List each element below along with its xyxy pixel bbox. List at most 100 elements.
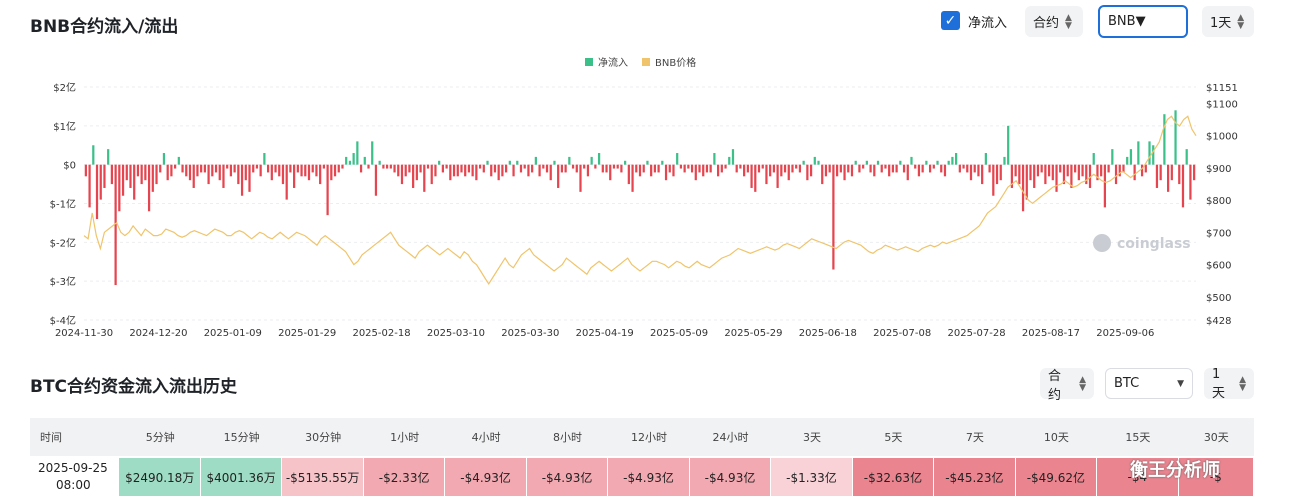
bar (211, 164, 214, 177)
bar (627, 164, 630, 185)
bar (642, 164, 645, 173)
bar (795, 164, 798, 169)
bar (865, 160, 868, 165)
coin-select[interactable]: BNB ▼ (1098, 5, 1188, 38)
bar (434, 164, 437, 177)
table-header-cell: 4小时 (471, 431, 501, 444)
bar (832, 164, 835, 270)
bar (984, 153, 987, 165)
x-tick-label: 2024-11-30 (55, 328, 113, 339)
table-header-cell: 15分钟 (223, 431, 260, 444)
history-interval-select[interactable]: 1天 ▲ ▼ (1204, 367, 1254, 401)
row-time-cell: 2025-09-25 08:00 (30, 458, 120, 496)
y-axis-left: $2亿 $1亿 $0 $-1亿 $-2亿 $-3亿 $-4亿 (50, 81, 76, 327)
bar (519, 164, 523, 173)
bar (300, 164, 303, 177)
bar (1122, 164, 1125, 173)
chart-grid (84, 86, 1196, 321)
bar (531, 164, 534, 173)
x-axis: 2024-11-30 2024-12-20 2025-01-09 2025-01-29… (55, 328, 1154, 339)
bar (571, 164, 575, 169)
bar (523, 164, 526, 169)
bar (460, 164, 463, 173)
bar (281, 164, 285, 185)
bar (772, 164, 776, 173)
bar (200, 164, 203, 173)
bar (99, 164, 102, 200)
bar (438, 160, 441, 165)
y-left-tick-label: $0 (63, 161, 76, 172)
bar (1144, 164, 1147, 173)
bar (389, 164, 392, 169)
y-left-tick-label: $-2亿 (50, 236, 76, 249)
bar (765, 164, 768, 185)
bar (337, 164, 340, 173)
bar (385, 164, 389, 169)
bar (1040, 164, 1043, 173)
legend-label-price: BNB价格 (655, 56, 696, 69)
bar (698, 164, 701, 173)
bar (1189, 164, 1192, 200)
bar (278, 164, 281, 177)
bar (757, 164, 761, 173)
bar (319, 164, 322, 185)
bar (174, 164, 177, 169)
bar (635, 164, 638, 173)
updown-icon: ▲ ▼ (1239, 374, 1246, 393)
bar (311, 164, 314, 173)
net-inflow-checkbox[interactable]: ✓ (941, 11, 960, 30)
flow-history-table: 时间 5分钟 15分钟 30分钟 1小时 4小时 8小时 12小时 24小时 3天 5天 7天 10天 1… (30, 418, 1255, 498)
coinglass-logo-icon (1093, 234, 1111, 252)
bar (1092, 153, 1095, 165)
bar (486, 160, 489, 165)
bar (687, 164, 690, 169)
bar (1181, 164, 1185, 208)
bar (1178, 164, 1181, 185)
bar (88, 164, 91, 208)
bar (367, 164, 370, 169)
x-tick-label: 2024-12-20 (129, 328, 187, 339)
chart-title: BNB合约流入/流出 (30, 17, 179, 37)
bar (534, 156, 537, 165)
bar (977, 164, 980, 177)
bar (430, 164, 433, 185)
bar (222, 164, 225, 188)
bar (1036, 164, 1040, 177)
y-right-tick-label: $900 (1206, 164, 1231, 175)
bar (683, 164, 686, 173)
interval-select[interactable]: 1天 ▲ ▼ (1202, 6, 1254, 37)
bar (185, 164, 188, 177)
history-type-select[interactable]: 合约 ▲ ▼ (1040, 368, 1094, 403)
bar (1007, 125, 1010, 165)
bar (791, 164, 794, 173)
bar (1021, 164, 1025, 212)
x-tick-label: 2025-03-30 (501, 328, 559, 339)
contract-type-select[interactable]: 合约 ▲ ▼ (1025, 6, 1083, 37)
bar (95, 164, 99, 220)
bar (888, 164, 891, 177)
bar (947, 160, 950, 165)
bar (843, 164, 846, 181)
bar (1044, 164, 1047, 185)
bar (1170, 164, 1173, 181)
bar (125, 164, 128, 181)
y-right-tick-label: $1100 (1206, 99, 1238, 110)
updown-icon: ▲ ▼ (1237, 12, 1245, 31)
bar (612, 164, 616, 169)
bar (412, 164, 415, 188)
bar (891, 164, 895, 173)
bar (1185, 149, 1188, 165)
history-coin-select[interactable]: BTC ▼ (1105, 368, 1193, 399)
bar (516, 160, 519, 165)
x-tick-label: 2025-05-09 (650, 328, 708, 339)
bar (928, 164, 932, 173)
bar (307, 164, 311, 181)
bar (672, 164, 675, 177)
table-header-cell: 30分钟 (305, 431, 342, 444)
bar (661, 160, 664, 165)
table-header-cell: 3天 (802, 431, 821, 444)
y-right-tick-label: $700 (1206, 228, 1231, 239)
bar (92, 145, 95, 165)
bar (218, 164, 221, 181)
bar (315, 164, 318, 177)
